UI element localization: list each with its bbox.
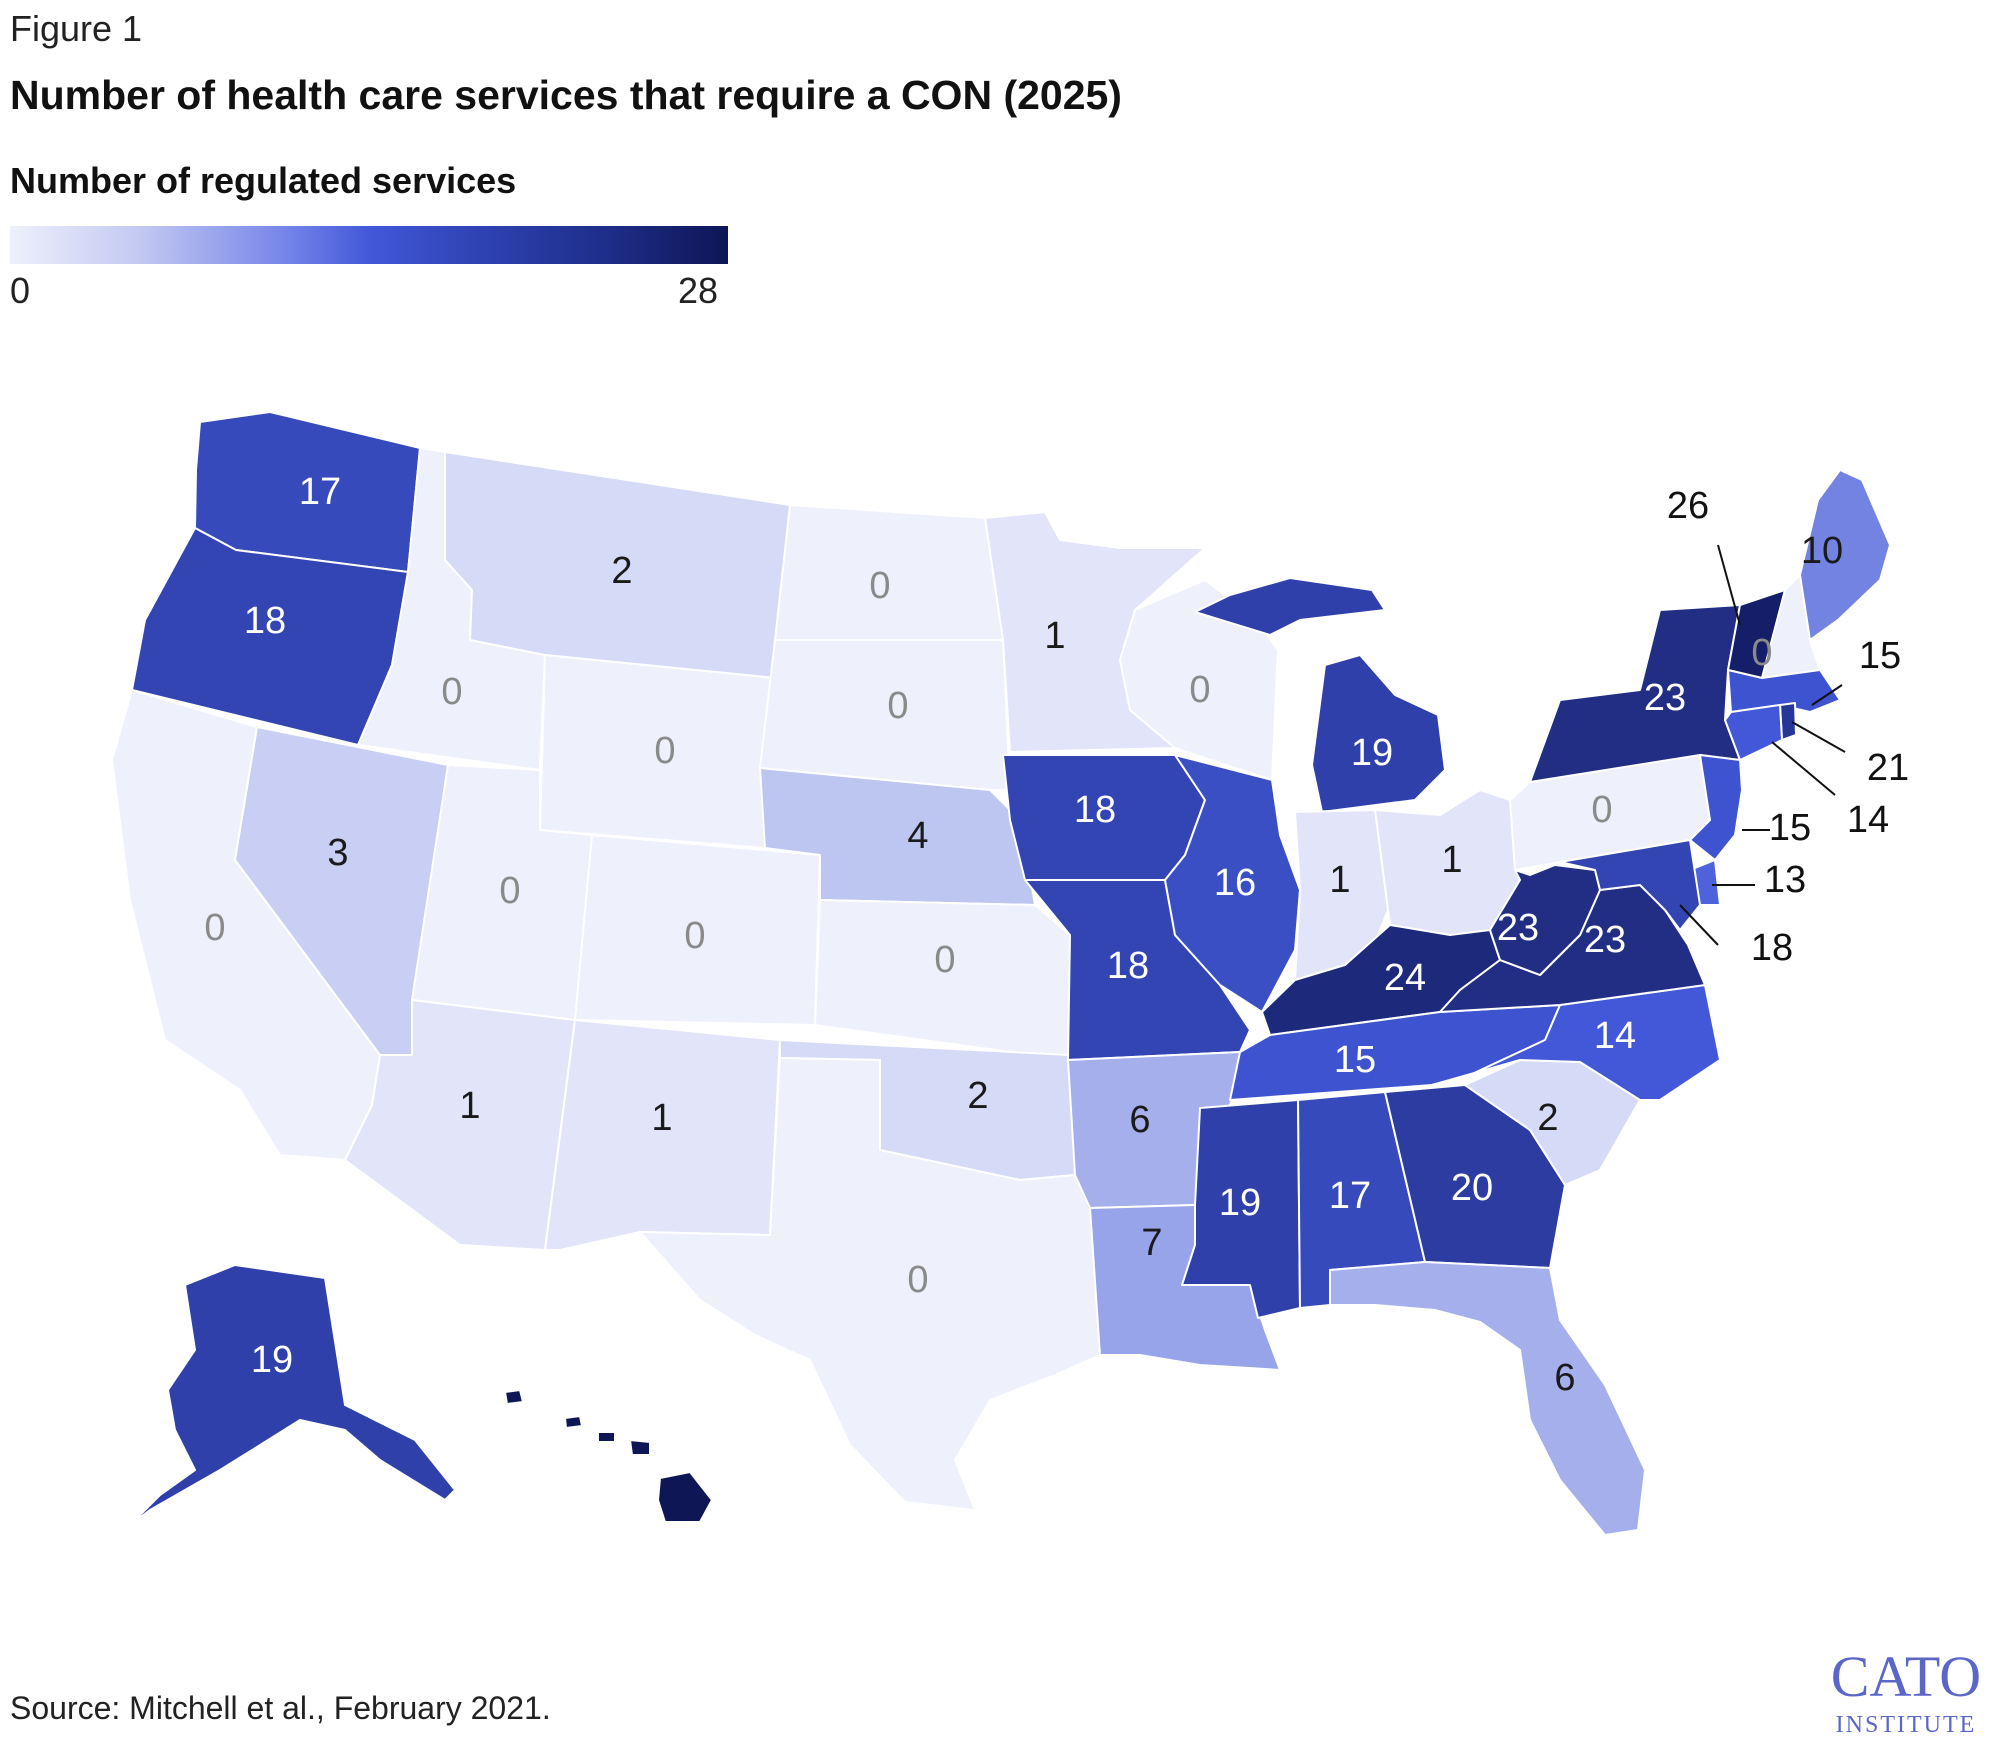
state-value-label-fl: 6 <box>1554 1357 1575 1399</box>
state-value-label-wv: 23 <box>1497 907 1539 949</box>
state-value-label-ma: 15 <box>1859 635 1901 677</box>
state-value-label-hi: 28 <box>587 1469 629 1511</box>
state-value-label-md: 18 <box>1751 927 1793 969</box>
legend-min-label: 0 <box>10 270 31 311</box>
state-value-label-nh: 0 <box>1751 632 1772 674</box>
state-value-label-ca: 0 <box>204 907 225 949</box>
state-nc <box>1431 984 1721 1101</box>
state-value-label-mt: 2 <box>611 550 632 592</box>
logo-wordmark: CATO <box>1831 1644 1981 1709</box>
state-value-label-wy: 0 <box>654 730 675 772</box>
state-value-label-nd: 0 <box>869 565 890 607</box>
state-me <box>1799 469 1891 641</box>
leader-line-vt <box>1717 544 1741 626</box>
state-value-label-ak: 19 <box>251 1339 293 1381</box>
state-value-label-in: 1 <box>1329 859 1350 901</box>
chart-title: Number of health care services that requ… <box>10 72 1122 118</box>
state-value-label-wi: 0 <box>1189 669 1210 711</box>
leader-line-md <box>1679 904 1719 946</box>
state-value-label-oh: 1 <box>1441 839 1462 881</box>
logo-subtext: INSTITUTE <box>1836 1712 1977 1738</box>
state-value-label-ct: 14 <box>1847 799 1889 841</box>
state-value-label-ny: 23 <box>1644 677 1686 719</box>
state-value-label-or: 18 <box>244 600 286 642</box>
state-value-label-ar: 6 <box>1129 1099 1150 1141</box>
state-value-label-vt: 26 <box>1667 485 1709 527</box>
state-value-label-sc: 2 <box>1537 1097 1558 1139</box>
state-value-label-ri: 21 <box>1867 747 1909 789</box>
state-sd <box>759 639 1011 791</box>
state-value-label-ms: 19 <box>1219 1182 1261 1224</box>
state-mi <box>1194 577 1446 813</box>
state-wi <box>1119 579 1279 781</box>
state-value-label-co: 0 <box>684 915 705 957</box>
legend-max-label: 28 <box>678 270 719 311</box>
state-nh <box>1761 574 1821 679</box>
state-value-label-ut: 0 <box>499 870 520 912</box>
state-value-label-va: 23 <box>1584 919 1626 961</box>
state-value-label-de: 13 <box>1764 859 1806 901</box>
state-value-label-mo: 18 <box>1107 945 1149 987</box>
state-value-label-ga: 20 <box>1451 1167 1493 1209</box>
state-ct <box>1724 704 1783 761</box>
state-value-label-nc: 14 <box>1594 1015 1636 1057</box>
leader-line-ma <box>1811 684 1843 706</box>
leader-line-ri <box>1791 721 1846 753</box>
state-value-label-nm: 1 <box>651 1097 672 1139</box>
legend-title: Number of regulated services <box>10 160 517 201</box>
state-value-label-id: 0 <box>441 671 462 713</box>
state-value-label-mi: 19 <box>1351 732 1393 774</box>
source-note: Source: Mitchell et al., February 2021. <box>10 1690 551 1726</box>
state-ak <box>129 1264 456 1526</box>
state-nj <box>1689 754 1743 861</box>
state-tx <box>639 1057 1101 1511</box>
state-wv <box>1489 864 1601 976</box>
cato-institute-logo: CATO INSTITUTE <box>1831 1644 1981 1738</box>
state-value-label-nj: 15 <box>1769 807 1811 849</box>
state-value-label-il: 16 <box>1214 862 1256 904</box>
state-hi <box>504 1389 713 1523</box>
state-value-label-ok: 2 <box>967 1075 988 1117</box>
state-value-label-sd: 0 <box>887 685 908 727</box>
state-value-label-tx: 0 <box>907 1259 928 1301</box>
state-value-label-pa: 0 <box>1591 789 1612 831</box>
state-fl <box>1329 1261 1646 1536</box>
leader-line-ct <box>1771 741 1836 796</box>
state-value-label-ne: 4 <box>907 815 928 857</box>
state-value-label-nv: 3 <box>327 832 348 874</box>
state-value-label-ky: 24 <box>1384 957 1426 999</box>
state-value-label-wa: 17 <box>299 471 341 513</box>
state-value-label-me: 10 <box>1801 530 1843 572</box>
state-il <box>1164 754 1301 1013</box>
legend-color-scale <box>10 226 728 264</box>
state-value-label-mn: 1 <box>1044 615 1065 657</box>
figure-label: Figure 1 <box>10 8 143 49</box>
state-value-label-ks: 0 <box>934 939 955 981</box>
state-value-label-tn: 15 <box>1334 1039 1376 1081</box>
state-value-label-al: 17 <box>1329 1175 1371 1217</box>
state-value-label-la: 7 <box>1141 1222 1162 1264</box>
state-value-label-az: 1 <box>459 1085 480 1127</box>
state-value-label-ia: 18 <box>1074 789 1116 831</box>
state-md <box>1559 839 1701 931</box>
